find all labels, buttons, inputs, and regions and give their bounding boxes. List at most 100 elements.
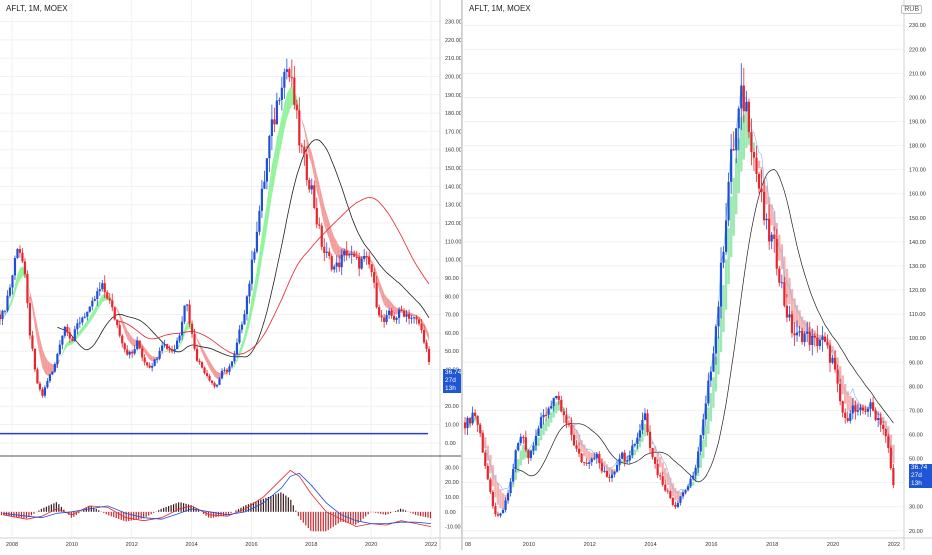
right-candle-body (572, 434, 576, 446)
left-ribbon-segment (124, 324, 128, 339)
right-candle-body (811, 335, 814, 345)
left-candle-body (278, 99, 281, 101)
left-candle-body (335, 262, 338, 267)
left-candle-body (26, 274, 29, 304)
left-ribbon-segment (261, 219, 265, 260)
right-chart-pane[interactable]: 230.00 220.00 210.00 200.00 190.00 180.00 170.… (462, 0, 932, 550)
left-ribbon-segment (32, 301, 35, 328)
left-ribbon-segment (376, 272, 380, 290)
right-ribbon-bar (575, 429, 578, 440)
left-price-tick: 160.00 (445, 148, 462, 154)
right-candle-body (626, 460, 629, 462)
right-ribbon-bar (691, 481, 695, 486)
left-chart-svg[interactable]: 230.00 220.00 210.00 200.00 190.00 180.00 170.… (0, 0, 462, 550)
right-candle-body (666, 490, 669, 492)
right-price-tick: 70.00 (909, 408, 923, 414)
left-candle-body (23, 261, 27, 275)
left-time-tick: 2014 (185, 542, 197, 548)
left-candle-body (200, 362, 204, 368)
left-ribbon-segment (204, 351, 208, 364)
right-ribbon-bar (780, 244, 784, 270)
left-ribbon-segment (264, 201, 267, 246)
right-ribbon-bar (841, 375, 844, 395)
right-candle-body (489, 479, 492, 492)
left-ribbon-segment (102, 293, 105, 303)
left-ribbon-segment (114, 304, 118, 312)
left-candle-body (68, 332, 71, 339)
right-candle-body (714, 326, 718, 354)
right-ribbon-bar (778, 234, 781, 261)
left-ribbon-segment (77, 330, 80, 339)
left-candle-body (188, 304, 191, 324)
right-last-price-badge: 36.74 27d 13h (909, 464, 932, 488)
left-ribbon-segment (289, 85, 292, 112)
right-candle-body (889, 447, 892, 469)
left-candle-body (285, 69, 288, 72)
right-candle-body (803, 333, 806, 343)
left-candle-body (290, 77, 293, 79)
left-chart-pane[interactable]: 230.00 220.00 210.00 200.00 190.00 180.00 170.… (0, 0, 464, 550)
left-ribbon-segment (314, 162, 317, 191)
left-ribbon-segment (324, 205, 327, 233)
right-ribbon-bar (669, 477, 672, 491)
left-time-tick: 2020 (365, 542, 377, 548)
right-ribbon-bar (676, 490, 680, 502)
right-ribbon-bar (795, 305, 799, 328)
right-candle-body (851, 405, 854, 414)
left-candle-body (238, 329, 241, 343)
right-candle-body (732, 149, 735, 151)
left-ribbon-segment (389, 299, 392, 311)
left-candle-body (46, 381, 49, 388)
left-ribbon-segment (281, 103, 285, 144)
left-price-tick: 10.00 (445, 423, 459, 429)
right-candle-body (479, 424, 482, 434)
left-ribbon-segment (29, 290, 33, 311)
left-ribbon-segment (384, 293, 387, 308)
left-candle-body (128, 351, 131, 355)
right-ribbon-bar (788, 277, 791, 305)
left-ribbon-segment (162, 351, 165, 355)
left-candle-body (151, 365, 154, 368)
right-ribbon-bar (717, 336, 720, 375)
left-candle-body (402, 310, 406, 317)
pane-divider[interactable] (461, 0, 462, 550)
left-candle-body (280, 87, 283, 100)
left-candle-body (58, 344, 61, 355)
right-candle-body (509, 481, 512, 494)
left-candle-body (315, 207, 318, 225)
left-ribbon-segment (426, 327, 430, 342)
right-candle-body (783, 282, 786, 306)
left-candle-body (348, 254, 351, 256)
right-candle-body (545, 414, 548, 416)
left-ribbon-segment (321, 194, 325, 226)
left-ribbon-segment (149, 353, 153, 362)
left-ribbon-segment (284, 93, 287, 131)
left-ribbon-segment (129, 333, 133, 346)
right-candle-body (506, 493, 510, 501)
left-ribbon-segment (406, 310, 410, 316)
right-candle-body (537, 428, 540, 436)
left-candle-body (208, 375, 211, 381)
left-candle-body (405, 314, 408, 317)
left-candle-body (113, 307, 116, 320)
left-ribbon-segment (59, 353, 63, 361)
right-price-tick: 60.00 (909, 432, 923, 438)
right-ribbon-bar (577, 434, 581, 446)
left-ribbon-segment (209, 360, 213, 373)
right-price-tick: 180.00 (909, 144, 926, 150)
left-candle-body (412, 317, 416, 319)
left-ribbon-segment (411, 313, 415, 317)
left-ribbon-segment (92, 308, 95, 319)
right-candle-body (762, 191, 766, 221)
left-candle-body (31, 335, 34, 349)
right-ribbon-bar (737, 138, 740, 194)
left-ribbon-segment (276, 127, 280, 168)
right-chart-svg[interactable]: 230.00 220.00 210.00 200.00 190.00 180.00 170.… (463, 0, 932, 550)
right-candle-body (686, 486, 690, 491)
right-candle-body (798, 331, 801, 333)
currency-label[interactable]: RUB (901, 5, 922, 14)
left-price-tick: 130.00 (445, 203, 462, 209)
right-ma-black (513, 169, 894, 483)
right-ribbon-bar (674, 487, 677, 501)
right-candle-body (669, 491, 672, 499)
